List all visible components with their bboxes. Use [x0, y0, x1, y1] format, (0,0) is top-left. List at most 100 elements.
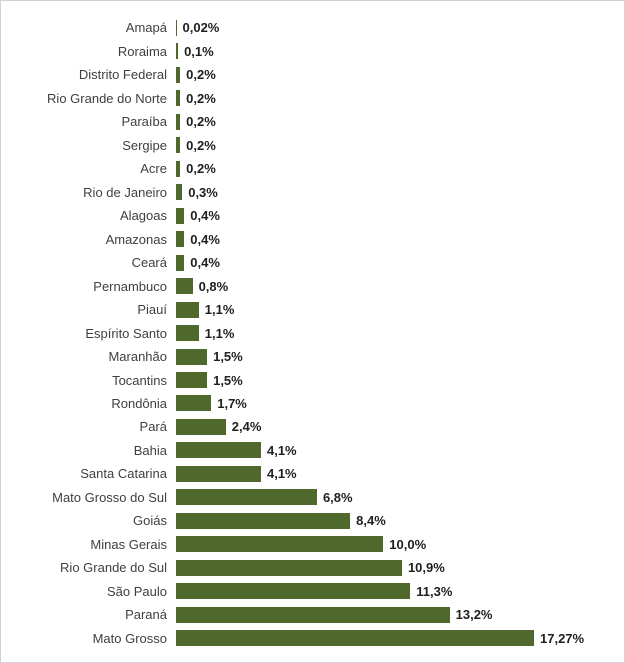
category-label: Maranhão	[108, 349, 167, 365]
bar-row: Minas Gerais 10,0%	[7, 533, 616, 556]
value-label: 4,1%	[266, 442, 297, 458]
plot-area: 0,2%	[176, 133, 616, 156]
category-label: Ceará	[131, 255, 167, 271]
plot-area: 0,2%	[176, 86, 616, 109]
bar-row: Distrito Federal 0,2%	[7, 63, 616, 86]
bar	[176, 90, 181, 107]
value-label: 1,1%	[204, 302, 235, 318]
value-label: 0,2%	[186, 137, 216, 153]
plot-area: 0,1%	[176, 39, 616, 62]
category-label: Paraíba	[121, 114, 167, 130]
value-label: 1,5%	[213, 349, 243, 365]
value-label: 0,02%	[182, 20, 220, 36]
category-label: Piauí	[137, 302, 167, 318]
plot-area: 0,2%	[176, 110, 616, 133]
plot-area: 0,3%	[176, 180, 616, 203]
plot-area: 13,2%	[176, 603, 616, 626]
plot-area: 17,27%	[176, 627, 616, 650]
category-label: Mato Grosso	[92, 630, 167, 646]
category-label: São Paulo	[107, 583, 167, 599]
bar	[176, 395, 212, 412]
bar	[176, 66, 181, 83]
plot-area: 1,1%	[176, 321, 616, 344]
bar	[176, 512, 351, 529]
bar-row: Amazonas 0,4%	[7, 227, 616, 250]
value-label: 6,8%	[322, 489, 353, 505]
bar-row: Paraíba 0,2%	[7, 110, 616, 133]
plot-area: 11,3%	[176, 580, 616, 603]
bar-row: Rondônia 1,7%	[7, 392, 616, 415]
category-label: Paraná	[125, 607, 167, 623]
bar	[176, 207, 185, 224]
value-label: 0,3%	[188, 184, 218, 200]
value-label: 0,4%	[190, 208, 220, 224]
bar-row: Roraima 0,1%	[7, 39, 616, 62]
bar-row: Rio de Janeiro 0,3%	[7, 180, 616, 203]
bar	[176, 465, 261, 482]
bar-row: Ceará 0,4%	[7, 251, 616, 274]
bar-row: Sergipe 0,2%	[7, 133, 616, 156]
plot-area: 0,4%	[176, 227, 616, 250]
category-label: Tocantins	[112, 372, 167, 388]
plot-area: 1,5%	[176, 368, 616, 391]
value-label: 1,7%	[217, 395, 247, 411]
plot-area: 4,1%	[176, 462, 616, 485]
bar	[176, 418, 226, 435]
bar-row: Rio Grande do Norte 0,2%	[7, 86, 616, 109]
plot-area: 2,4%	[176, 415, 616, 438]
value-label: 0,2%	[186, 161, 216, 177]
bar	[176, 536, 384, 553]
bar	[176, 301, 199, 318]
bar	[176, 43, 179, 60]
value-label: 10,0%	[389, 536, 427, 552]
category-label: Pernambuco	[93, 278, 167, 294]
bar	[176, 160, 181, 177]
plot-area: 0,4%	[176, 204, 616, 227]
bar	[176, 278, 193, 295]
bar-row: Bahia 4,1%	[7, 439, 616, 462]
plot-area: 0,2%	[176, 157, 616, 180]
bar-row: Tocantins 1,5%	[7, 368, 616, 391]
value-label: 11,3%	[416, 583, 453, 599]
bar	[176, 348, 208, 365]
category-label: Mato Grosso do Sul	[52, 489, 167, 505]
value-label: 0,2%	[186, 67, 216, 83]
value-label: 0,4%	[190, 231, 220, 247]
bar-row: Santa Catarina 4,1%	[7, 462, 616, 485]
value-label: 10,9%	[407, 560, 445, 576]
category-label: Sergipe	[122, 137, 167, 153]
bar	[176, 372, 208, 388]
bar	[176, 583, 411, 600]
category-label: Rondônia	[111, 395, 167, 411]
bar-row: Pará 2,4%	[7, 415, 616, 438]
category-label: Espírito Santo	[85, 325, 167, 341]
value-label: 4,1%	[266, 466, 297, 482]
bar	[176, 325, 199, 342]
bar-chart: Amapá 0,02% Roraima 0,1% Distrito Federal 0,2…	[7, 16, 616, 650]
plot-area: 1,5%	[176, 345, 616, 368]
plot-area: 6,8%	[176, 486, 616, 509]
value-label: 0,2%	[186, 114, 216, 130]
category-label: Distrito Federal	[78, 67, 167, 83]
plot-area: 0,2%	[176, 63, 616, 86]
category-label: Minas Gerais	[90, 536, 167, 552]
category-label: Rio Grande do Norte	[47, 90, 167, 106]
bar-row: Paraná 13,2%	[7, 603, 616, 626]
bar-row: Acre 0,2%	[7, 157, 616, 180]
bar	[176, 184, 183, 201]
bar	[176, 559, 402, 576]
value-label: 1,5%	[213, 372, 243, 388]
value-label: 0,4%	[190, 255, 220, 271]
plot-area: 4,1%	[176, 439, 616, 462]
category-label: Rio Grande do Sul	[60, 560, 167, 576]
category-label: Roraima	[117, 43, 167, 59]
bar-row: Espírito Santo 1,1%	[7, 321, 616, 344]
bar	[176, 19, 177, 36]
bar-row: São Paulo 11,3%	[7, 580, 616, 603]
plot-area: 8,4%	[176, 509, 616, 532]
value-label: 0,2%	[186, 90, 216, 106]
value-label: 17,27%	[540, 630, 585, 646]
category-label: Goiás	[133, 513, 167, 529]
bar	[176, 630, 534, 647]
plot-area: 0,8%	[176, 274, 616, 297]
